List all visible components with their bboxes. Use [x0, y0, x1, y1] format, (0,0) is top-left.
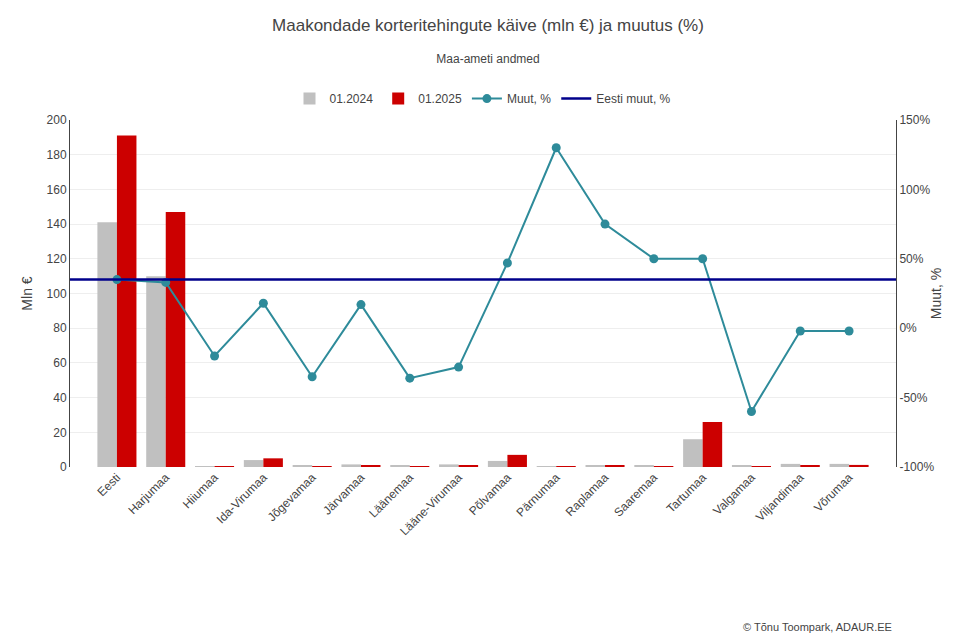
svg-text:20: 20 — [53, 426, 67, 440]
svg-text:40: 40 — [53, 391, 67, 405]
svg-text:Saaremaa: Saaremaa — [611, 470, 660, 519]
svg-text:0%: 0% — [899, 321, 917, 335]
svg-text:140: 140 — [47, 217, 67, 231]
svg-text:Maa-ameti andmed: Maa-ameti andmed — [436, 52, 539, 66]
svg-text:Jõgevamaa: Jõgevamaa — [265, 470, 319, 524]
svg-text:Järvamaa: Järvamaa — [320, 470, 367, 517]
svg-text:Tartumaa: Tartumaa — [664, 470, 710, 516]
svg-text:100: 100 — [47, 287, 67, 301]
svg-text:Harjumaa: Harjumaa — [125, 470, 172, 517]
svg-text:80: 80 — [53, 321, 67, 335]
svg-text:180: 180 — [47, 148, 67, 162]
svg-text:Muut, %: Muut, % — [928, 268, 944, 319]
svg-text:Eesti muut, %: Eesti muut, % — [596, 92, 670, 106]
svg-text:Läänemaa: Läänemaa — [366, 470, 416, 520]
svg-text:Põlvamaa: Põlvamaa — [466, 470, 514, 518]
svg-text:Maakondade korteritehingute kä: Maakondade korteritehingute käive (mln €… — [272, 16, 704, 35]
svg-text:© Tõnu Toompark, ADAUR.EE: © Tõnu Toompark, ADAUR.EE — [743, 621, 892, 633]
svg-text:Muut, %: Muut, % — [507, 92, 551, 106]
svg-text:Hiiumaa: Hiiumaa — [180, 470, 221, 511]
svg-text:Raplamaa: Raplamaa — [563, 470, 612, 519]
svg-text:Eesti: Eesti — [95, 470, 124, 499]
svg-text:01.2025: 01.2025 — [418, 92, 462, 106]
svg-text:Valgamaa: Valgamaa — [710, 470, 758, 518]
svg-text:150%: 150% — [899, 113, 930, 127]
svg-text:120: 120 — [47, 252, 67, 266]
svg-text:160: 160 — [47, 183, 67, 197]
svg-text:Mln €: Mln € — [19, 276, 35, 310]
svg-text:60: 60 — [53, 356, 67, 370]
svg-text:01.2024: 01.2024 — [330, 92, 374, 106]
svg-text:100%: 100% — [899, 183, 930, 197]
svg-text:200: 200 — [47, 113, 67, 127]
svg-text:Viljandimaa: Viljandimaa — [753, 470, 807, 524]
svg-text:-100%: -100% — [899, 460, 934, 474]
svg-text:Lääne-Virumaa: Lääne-Virumaa — [397, 470, 465, 538]
svg-text:Ida-Virumaa: Ida-Virumaa — [214, 470, 270, 526]
svg-text:Pärnumaa: Pärnumaa — [514, 470, 563, 519]
svg-text:50%: 50% — [899, 252, 923, 266]
svg-text:Võrumaa: Võrumaa — [811, 470, 856, 515]
svg-text:-50%: -50% — [899, 391, 927, 405]
svg-text:0: 0 — [60, 460, 67, 474]
